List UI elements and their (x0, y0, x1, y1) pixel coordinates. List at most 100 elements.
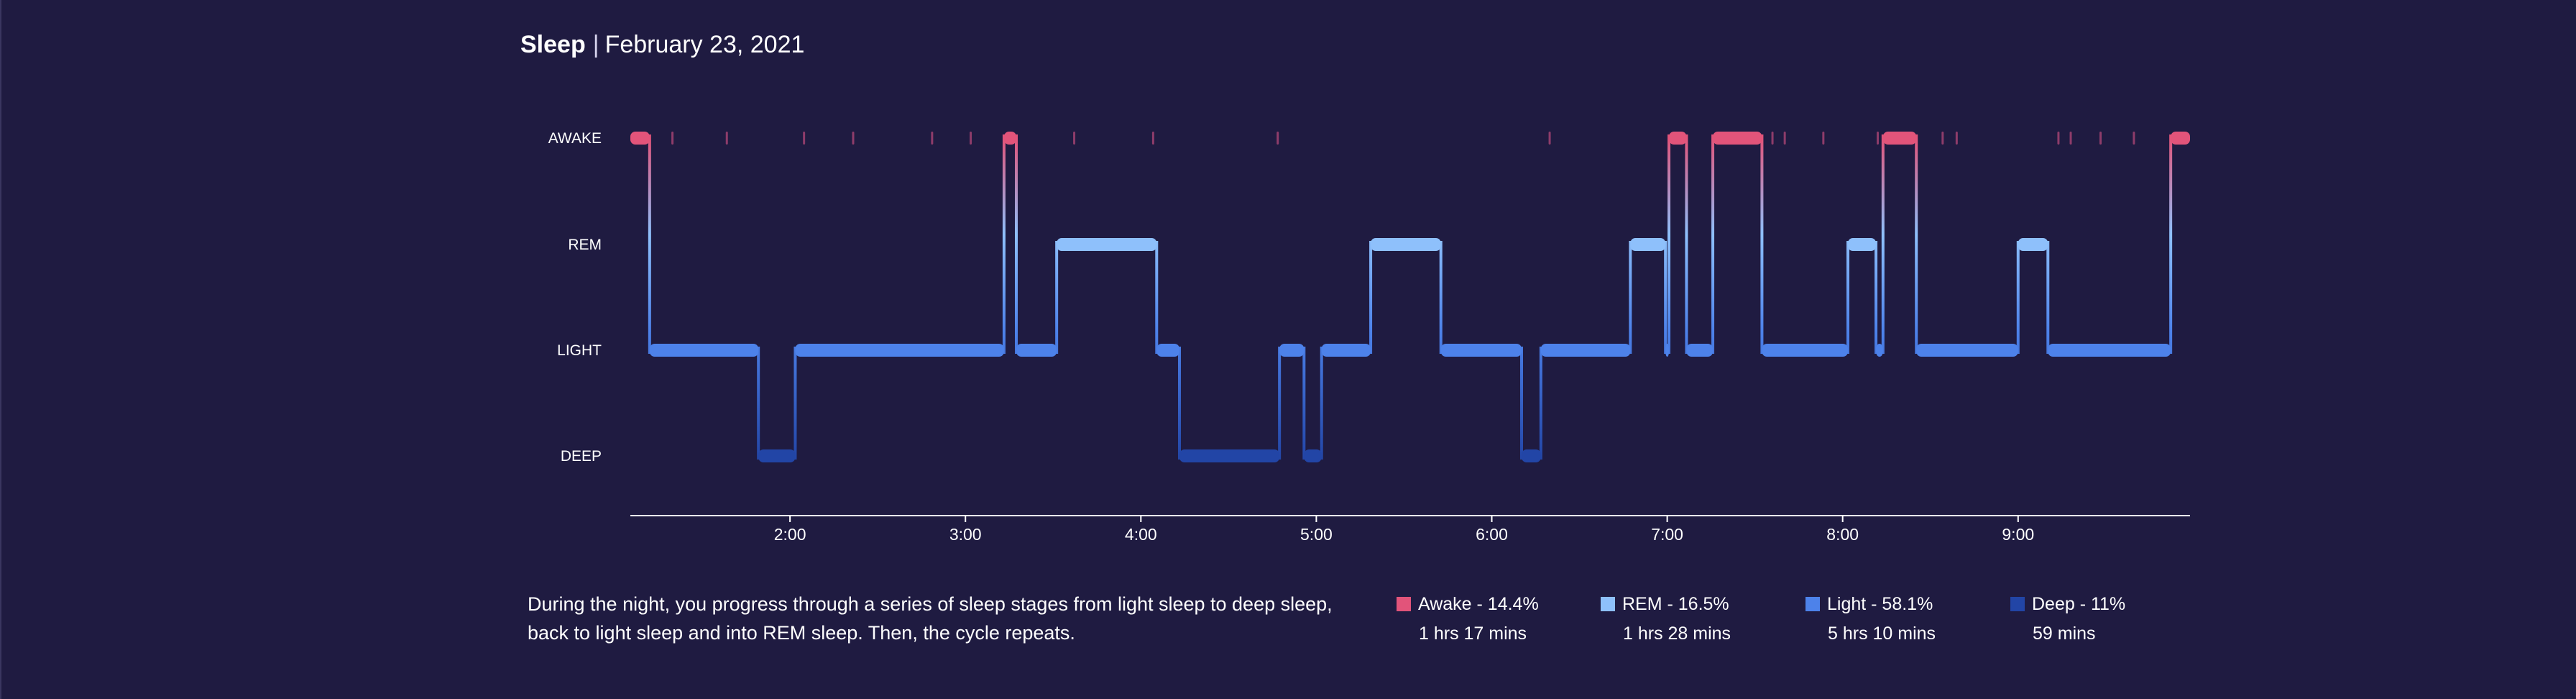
title-text: Sleep (520, 31, 586, 58)
brief-awakening-mark (2069, 132, 2072, 145)
brief-awakening-mark (1548, 132, 1551, 145)
stage-transition (1668, 134, 1671, 354)
x-tick-label: 4:00 (1125, 525, 1157, 544)
stage-transition (1055, 241, 1059, 354)
x-tick-label: 7:00 (1651, 525, 1683, 544)
legend-duration: 5 hrs 10 mins (1828, 623, 1936, 644)
x-tick-label: 6:00 (1476, 525, 1508, 544)
stage-block-deep (758, 449, 796, 462)
legend-label: Deep - 11% (2032, 594, 2126, 614)
stage-block-awake (1713, 132, 1762, 145)
stage-transition (1685, 134, 1688, 354)
legend-item: Light - 58.1% 5 hrs 10 mins (1806, 594, 1936, 644)
legend-item: Awake - 14.4% 1 hrs 17 mins (1397, 594, 1539, 644)
stage-transition (1629, 241, 1632, 354)
stage-transition (1881, 134, 1885, 354)
stage-block-light (649, 344, 759, 357)
legend-duration: 1 hrs 17 mins (1419, 623, 1527, 644)
stage-block-deep (1522, 449, 1541, 462)
stage-transition (2016, 241, 2020, 354)
stage-transition (1155, 241, 1159, 354)
stage-block-rem (1848, 238, 1877, 251)
brief-awakening-mark (2057, 132, 2060, 145)
stage-transition (1760, 134, 1764, 354)
stage-transition (1439, 241, 1443, 354)
stage-block-awake (2171, 132, 2190, 145)
brief-awakening-mark (1783, 132, 1786, 145)
stage-block-light (1321, 344, 1371, 357)
stage-transition (1846, 241, 1850, 354)
legend-item: REM - 16.5% 1 hrs 28 mins (1601, 594, 1731, 644)
stage-transition (648, 134, 651, 354)
legend-item: Deep - 11% 59 mins (2010, 594, 2125, 644)
stage-block-light (1279, 344, 1305, 357)
stage-block-rem (1630, 238, 1666, 251)
frame-edge (0, 0, 1, 699)
brief-awakening-mark (1955, 132, 1958, 145)
legend-label: Awake - 14.4% (1418, 594, 1539, 614)
title-date: February 23, 2021 (604, 31, 805, 58)
stage-transition (794, 347, 797, 460)
y-label-light: LIGHT (557, 342, 602, 359)
page-title: Sleep | February 23, 2021 (520, 27, 804, 62)
y-label-deep: DEEP (561, 448, 602, 465)
legend-swatch (1806, 597, 1820, 611)
brief-awakening-mark (725, 132, 728, 145)
stage-block-light (1440, 344, 1522, 357)
stage-block-awake (630, 132, 650, 145)
y-label-rem: REM (568, 237, 602, 253)
stage-transition (1874, 241, 1878, 354)
stage-transition (1015, 134, 1018, 354)
brief-awakening-mark (1877, 132, 1880, 145)
stage-block-light (795, 344, 1004, 357)
legend-label: REM - 16.5% (1622, 594, 1729, 614)
stage-transition (1539, 347, 1542, 460)
brief-awakening-mark (1941, 132, 1944, 145)
stage-transition (1178, 347, 1182, 460)
stage-block-rem (2018, 238, 2048, 251)
stage-transition (1369, 241, 1373, 354)
stage-block-light (1665, 344, 1670, 357)
stage-transition (1278, 347, 1282, 460)
y-label-awake: AWAKE (548, 130, 602, 147)
legend-swatch (1397, 597, 1411, 611)
stage-block-awake (1003, 132, 1017, 145)
chart-description: During the night, you progress through a… (528, 593, 1333, 644)
stage-transition (1302, 347, 1306, 460)
stage-block-light (1016, 344, 1057, 357)
stage-block-deep (1179, 449, 1280, 462)
stage-transition (2046, 241, 2050, 354)
legend-swatch (1601, 597, 1615, 611)
title-separator: | (592, 31, 599, 58)
stage-transition (2169, 134, 2173, 354)
stage-block-light (1156, 344, 1180, 357)
stage-block-light (1876, 344, 1883, 357)
stage-transition (1711, 134, 1715, 354)
brief-awakening-mark (1151, 132, 1154, 145)
stage-transition (1002, 134, 1006, 354)
x-tick-label: 8:00 (1826, 525, 1859, 544)
brief-awakening-mark (2099, 132, 2102, 145)
legend-label: Light - 58.1% (1827, 594, 1933, 614)
brief-awakening-mark (1276, 132, 1279, 145)
brief-awakening-mark (1073, 132, 1076, 145)
stage-block-light (1762, 344, 1849, 357)
stage-block-light (2048, 344, 2171, 357)
x-tick-label: 5:00 (1300, 525, 1333, 544)
stage-block-rem (1371, 238, 1441, 251)
stage-transition (1915, 134, 1918, 354)
stage-block-rem (1057, 238, 1157, 251)
stage-block-light (1540, 344, 1631, 357)
brief-awakening-mark (931, 132, 934, 145)
brief-awakening-mark (1822, 132, 1825, 145)
brief-awakening-mark (671, 132, 674, 145)
brief-awakening-mark (1771, 132, 1774, 145)
brief-awakening-mark (2133, 132, 2135, 145)
x-tick-label: 2:00 (774, 525, 806, 544)
brief-awakening-mark (803, 132, 806, 145)
stage-block-light (1686, 344, 1714, 357)
stage-block-awake (1882, 132, 1917, 145)
stage-transition (1320, 347, 1323, 460)
legend-duration: 1 hrs 28 mins (1623, 623, 1731, 644)
